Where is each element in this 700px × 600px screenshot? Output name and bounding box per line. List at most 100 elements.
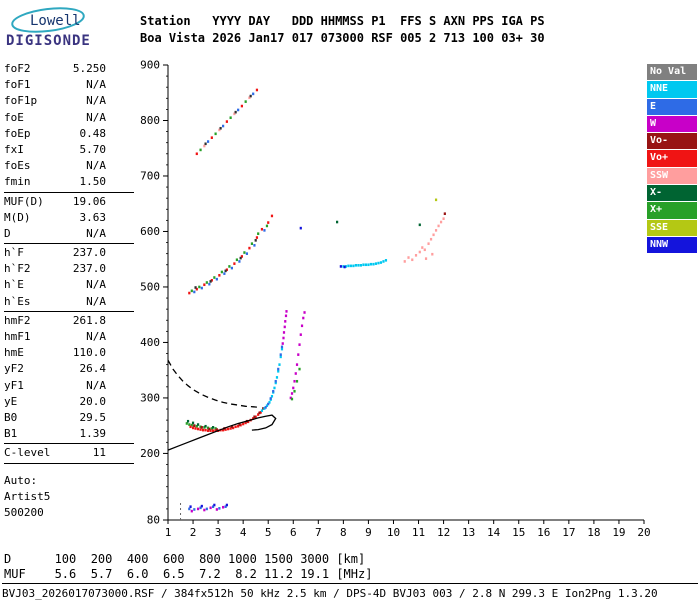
echo-point bbox=[254, 239, 257, 242]
echo-point bbox=[432, 233, 435, 237]
echo-point bbox=[210, 278, 213, 282]
echo-point bbox=[222, 124, 225, 128]
echo-point bbox=[218, 507, 221, 510]
echo-point bbox=[211, 429, 215, 432]
param-group-1: MUF(D) 19.06 M(D) 3.63 D N/A bbox=[4, 193, 134, 245]
curve-true-height-profile bbox=[167, 414, 277, 451]
echo-point bbox=[215, 508, 218, 511]
series-f2-x-rise-w bbox=[289, 311, 306, 400]
echo-point bbox=[302, 316, 305, 320]
param-value: 1.39 bbox=[79, 427, 107, 441]
series-hop2-voplus bbox=[188, 214, 274, 295]
echo-point bbox=[270, 214, 274, 218]
param-group-4: C-level 11 bbox=[4, 444, 134, 464]
series-hop2-dark bbox=[194, 239, 257, 289]
echo-point bbox=[248, 96, 251, 100]
param-value: N/A bbox=[86, 226, 106, 240]
echo-point bbox=[245, 419, 249, 423]
echo-point bbox=[274, 379, 277, 383]
echo-point bbox=[272, 391, 275, 394]
header-line-values: Boa Vista 2026 Jan17 017 073000 RSF 005 … bbox=[140, 31, 545, 45]
echo-point bbox=[299, 333, 302, 336]
param-label: yF1 bbox=[4, 378, 24, 392]
echo-point bbox=[211, 505, 215, 508]
param-value: N/A bbox=[86, 159, 106, 173]
echo-point bbox=[213, 503, 216, 507]
parameter-panel: foF2 5.250 foF1 N/A foF1p N/A foE N/A foEp 0.48 fx… bbox=[4, 60, 134, 522]
series-hop3-xplus bbox=[199, 100, 247, 152]
param-label: foEp bbox=[4, 126, 31, 140]
x-axis-label-16: 16 bbox=[537, 526, 550, 539]
echo-point bbox=[210, 427, 213, 430]
param-hme: hmE 110.0 bbox=[4, 345, 134, 361]
echo-point bbox=[377, 261, 380, 265]
echo-point bbox=[219, 428, 222, 432]
echo-point bbox=[206, 429, 210, 432]
legend-vo: Vo+ bbox=[647, 150, 697, 167]
echo-point bbox=[272, 389, 275, 393]
echo-point bbox=[199, 506, 202, 510]
series-spread-f-nnw bbox=[339, 265, 346, 269]
echo-point bbox=[240, 104, 244, 108]
echo-point bbox=[379, 261, 383, 264]
echo-point bbox=[263, 229, 266, 232]
curve-model-profile-dashed bbox=[167, 359, 261, 409]
echo-point bbox=[238, 260, 241, 263]
echo-point bbox=[215, 277, 218, 281]
echo-point bbox=[357, 264, 360, 267]
echo-point bbox=[206, 426, 210, 430]
param-label: fmin bbox=[4, 175, 31, 189]
echo-point bbox=[265, 404, 269, 407]
file-info-footer: BVJ03_2026017073000.RSF / 384fx512h 50 k… bbox=[2, 583, 698, 600]
echo-point bbox=[196, 507, 200, 511]
param-label: yF2 bbox=[4, 362, 24, 376]
legend-x: X+ bbox=[647, 202, 697, 219]
echo-point bbox=[225, 503, 228, 507]
echo-point bbox=[247, 420, 250, 424]
echo-point bbox=[270, 394, 274, 398]
param-fof1p: foF1p N/A bbox=[4, 93, 134, 109]
echo-point bbox=[253, 415, 256, 419]
echo-point bbox=[280, 347, 284, 351]
echo-point bbox=[250, 242, 254, 245]
param-label: h`F bbox=[4, 246, 24, 260]
echo-point bbox=[200, 504, 203, 508]
echo-point bbox=[349, 264, 352, 268]
x-axis-label-15: 15 bbox=[512, 526, 525, 539]
param-value: N/A bbox=[86, 378, 106, 392]
legend-nnw: NNW bbox=[647, 236, 697, 254]
echo-point bbox=[369, 262, 373, 266]
header-line-labels: Station YYYY DAY DDD HHMMSS P1 FFS S AXN… bbox=[140, 14, 545, 28]
series-misc-xminus bbox=[336, 220, 421, 227]
x-axis-label-2: 2 bbox=[190, 526, 197, 539]
echo-point bbox=[225, 268, 228, 272]
param-fxi: fxI 5.70 bbox=[4, 142, 134, 158]
echo-point bbox=[342, 265, 345, 268]
legend-sse: SSE bbox=[647, 219, 697, 236]
x-axis-label-19: 19 bbox=[612, 526, 625, 539]
echo-point bbox=[294, 372, 297, 375]
echo-point bbox=[200, 286, 203, 290]
param-fmin: fmin 1.50 bbox=[4, 174, 134, 190]
series-hop2-xplus bbox=[190, 224, 269, 293]
echo-point bbox=[220, 270, 223, 274]
echo-point bbox=[223, 272, 226, 275]
echo-point bbox=[203, 426, 206, 429]
echo-point bbox=[300, 324, 304, 328]
echo-point bbox=[292, 386, 295, 390]
series-f2-main-voplus bbox=[189, 411, 262, 432]
y-axis-label-800: 800 bbox=[140, 114, 160, 127]
echo-point bbox=[224, 269, 227, 273]
logo-lowell-text: Lowell bbox=[30, 13, 81, 29]
echo-point bbox=[234, 110, 237, 114]
param-label: foF1 bbox=[4, 78, 31, 92]
param-yf2: yF2 26.4 bbox=[4, 361, 134, 377]
param-value: N/A bbox=[86, 278, 106, 292]
echo-point bbox=[204, 424, 207, 428]
param-label: foF1p bbox=[4, 94, 38, 108]
x-axis-label-9: 9 bbox=[365, 526, 372, 539]
series-hop3-dark bbox=[204, 94, 252, 146]
param-label: foF2 bbox=[4, 62, 31, 75]
x-axis-label-12: 12 bbox=[437, 526, 450, 539]
